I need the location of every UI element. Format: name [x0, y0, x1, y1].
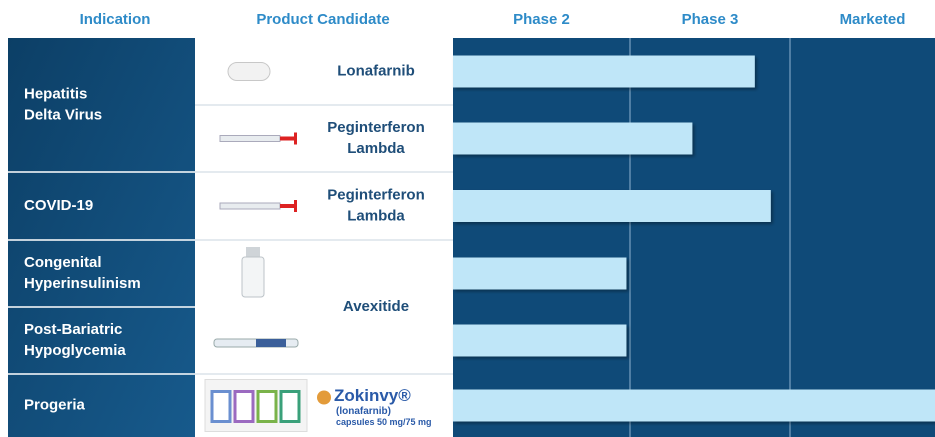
product-label: Lonafarnib	[337, 62, 415, 79]
column-header: Indication	[80, 11, 151, 28]
progress-bar	[453, 190, 771, 222]
vial-image	[241, 256, 265, 298]
indication-label: Hepatitis	[24, 85, 87, 102]
package-box	[233, 390, 255, 423]
indication-label: COVID-19	[24, 197, 93, 214]
syringe-image	[219, 135, 281, 142]
product-label: Lambda	[347, 207, 405, 224]
product-column	[195, 38, 453, 437]
vial-cap	[246, 247, 260, 257]
indication-label: Post-Bariatric	[24, 321, 122, 338]
syringe-tip	[294, 132, 297, 145]
stage-header: Phase 3	[682, 11, 739, 28]
logo-mark	[317, 390, 331, 405]
product-generic: (lonafarnib)	[336, 406, 391, 417]
package-box	[256, 390, 278, 423]
progress-bar	[453, 324, 627, 357]
indication-column	[8, 38, 195, 437]
product-dose: capsules 50 mg/75 mg	[336, 417, 432, 427]
indication-label: Hyperinsulinism	[24, 275, 141, 292]
product-label: Peginterferon	[327, 119, 425, 136]
indication-label: Congenital	[24, 254, 102, 271]
indication-label: Progeria	[24, 396, 86, 413]
package-box	[279, 390, 301, 423]
product-label: Avexitide	[343, 298, 409, 315]
product-brand: Zokinvy®	[334, 386, 411, 405]
stage-area	[453, 38, 935, 437]
pen-label	[256, 339, 286, 347]
progress-bar	[453, 55, 755, 88]
syringe-tip	[294, 200, 297, 212]
stage-header: Phase 2	[513, 11, 570, 28]
pill-image	[227, 62, 271, 81]
product-label: Lambda	[347, 140, 405, 157]
syringe-image	[219, 202, 281, 210]
syringe-plunger	[280, 136, 296, 141]
column-header: Product Candidate	[256, 11, 389, 28]
indication-label: Hypoglycemia	[24, 342, 126, 359]
syringe-plunger	[280, 204, 296, 208]
indication-label: Delta Virus	[24, 106, 102, 123]
progress-bar	[453, 122, 693, 155]
progress-bar	[453, 257, 627, 290]
package-box	[210, 390, 232, 423]
progress-bar	[453, 389, 935, 422]
product-label: Peginterferon	[327, 186, 425, 203]
stage-header: Marketed	[840, 11, 906, 28]
